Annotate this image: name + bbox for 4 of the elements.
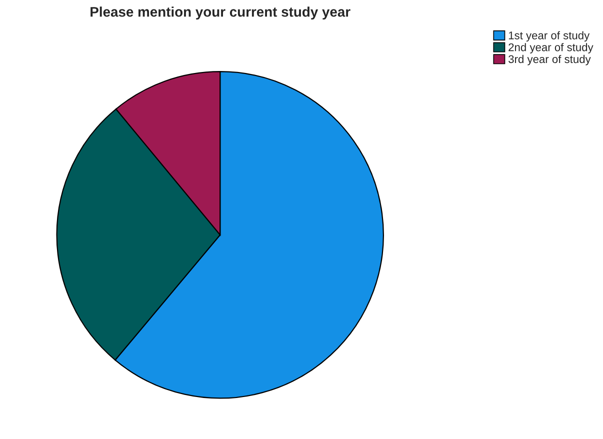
chart-title: Please mention your current study year — [90, 6, 350, 20]
legend-label: 1st year of study — [508, 31, 590, 42]
legend-label: 2nd year of study — [508, 43, 594, 54]
legend-label: 3rd year of study — [508, 54, 591, 66]
